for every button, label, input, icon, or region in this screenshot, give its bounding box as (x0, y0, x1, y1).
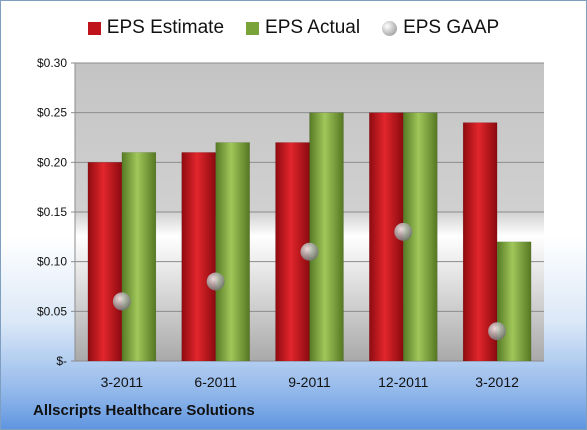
x-tick-label: 12-2011 (378, 374, 429, 390)
legend-item-actual: EPS Actual (246, 17, 360, 39)
bar-eps-actual (496, 241, 532, 362)
bar-eps-estimate (462, 122, 498, 362)
legend-label-gaap: EPS GAAP (403, 17, 500, 38)
bar-eps-actual (215, 142, 250, 362)
y-tick-label: $0.25 (37, 106, 67, 120)
x-tick-label: 3-2011 (101, 374, 144, 390)
marker-eps-gaap (300, 242, 319, 261)
y-tick-label: $0.05 (37, 304, 67, 318)
x-tick-label: 6-2011 (194, 374, 237, 390)
legend-label-actual: EPS Actual (265, 17, 361, 38)
x-tick-label: 9-2011 (288, 374, 331, 390)
y-tick-label: $0.10 (37, 255, 67, 269)
y-tick-label: $0.15 (37, 205, 67, 219)
bar-eps-actual (309, 112, 344, 362)
bar-eps-actual (121, 152, 157, 362)
y-tick-label: $0.30 (37, 56, 67, 70)
legend-label-estimate: EPS Estimate (106, 17, 225, 38)
legend: EPS Estimate EPS Actual EPS GAAP (1, 11, 586, 45)
y-tick-label: $- (56, 354, 67, 368)
marker-eps-gaap (206, 272, 225, 291)
company-name: Allscripts Healthcare Solutions (33, 402, 255, 419)
legend-swatch-actual (246, 21, 260, 35)
legend-item-gaap: EPS GAAP (382, 17, 499, 39)
marker-eps-gaap (112, 292, 131, 311)
bar-eps-estimate (181, 152, 216, 362)
legend-swatch-estimate (87, 21, 101, 35)
legend-swatch-gaap (382, 20, 398, 36)
bar-eps-estimate (87, 162, 123, 362)
x-tick-label: 3-2012 (475, 374, 519, 390)
marker-eps-gaap (394, 222, 413, 241)
legend-item-estimate: EPS Estimate (87, 17, 225, 39)
y-tick-label: $0.20 (37, 155, 67, 169)
marker-eps-gaap (488, 322, 507, 341)
